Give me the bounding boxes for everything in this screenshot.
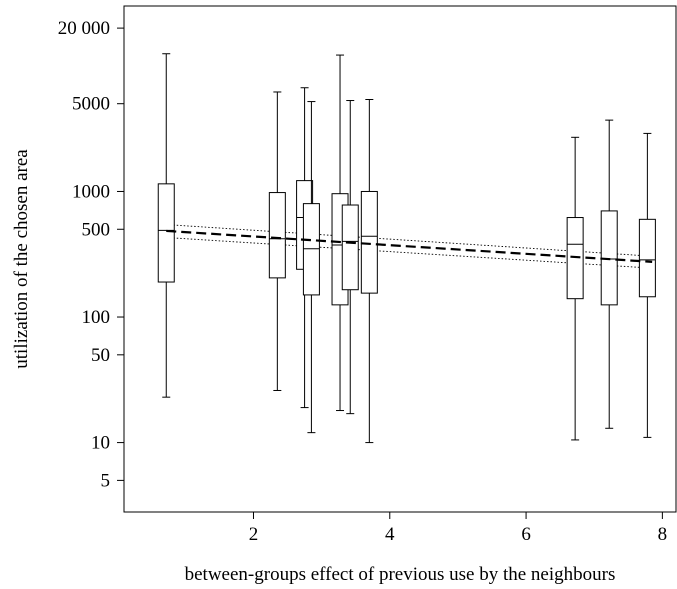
box-plot [566,136,584,441]
box-iqr [360,190,378,294]
plot-frame [123,5,677,513]
ci-lower-line [166,237,653,269]
ci-upper-line [166,224,653,257]
box-plot [341,100,359,415]
box-iqr [638,218,656,298]
box-iqr [157,183,175,283]
box-layer [157,53,656,444]
y-tick-label: 100 [82,307,111,328]
box-plot [360,99,378,444]
box-iqr [268,192,286,279]
x-tick-label: 6 [521,524,531,545]
x-tick-label: 2 [249,524,259,545]
y-tick-label: 1000 [72,181,110,202]
x-tick-label: 4 [385,524,395,545]
y-tick-label: 10 [91,433,110,454]
box-plot [157,53,175,398]
box-plot [600,119,618,429]
box-iqr [302,203,320,296]
y-tick-label: 5000 [72,94,110,115]
y-tick-label: 20 000 [58,18,110,39]
box-plot [268,91,286,391]
box-iqr [566,217,584,300]
box-plot [638,132,656,438]
x-tick-label: 8 [658,524,668,545]
fit-line [166,229,653,263]
y-axis-label: utilization of the chosen area [11,149,32,369]
x-axis-label: between-groups effect of previous use by… [185,564,616,585]
x-axis: 2 4 6 8 [249,512,667,545]
box-plot [302,101,320,434]
y-tick-label: 5 [101,470,111,491]
y-tick-label: 50 [91,345,110,366]
box-iqr [341,204,359,291]
y-tick-label: 500 [82,219,111,240]
regression-fit [166,229,653,263]
confidence-band [166,224,653,269]
y-axis: 5 10 50 100 500 1000 5000 20 000 [58,18,124,491]
